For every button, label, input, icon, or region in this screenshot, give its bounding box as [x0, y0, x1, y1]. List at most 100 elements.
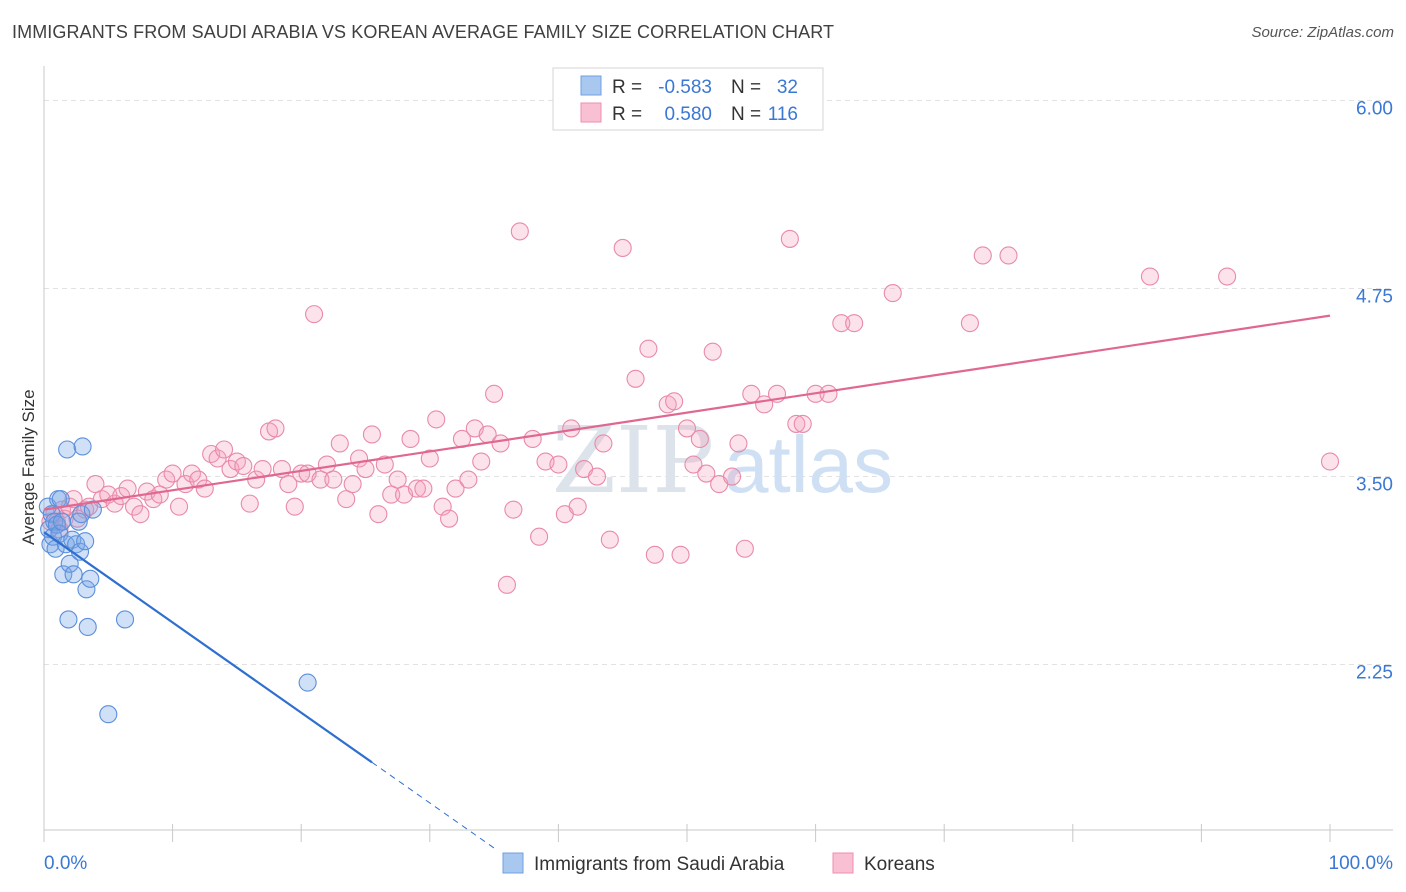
point-koreans: [420, 449, 439, 468]
point-koreans: [1140, 267, 1160, 286]
y-tick-label: 3.50: [1356, 475, 1393, 496]
point-koreans: [690, 429, 709, 449]
point-koreans: [131, 505, 150, 524]
point-koreans: [530, 527, 549, 546]
source-label: Source: ZipAtlas.com: [1251, 24, 1394, 41]
point-koreans: [150, 485, 169, 504]
legend-n-label: N =: [731, 104, 761, 125]
point-saudi: [51, 490, 70, 509]
point-koreans: [407, 479, 426, 498]
point-koreans: [510, 222, 529, 241]
point-koreans: [626, 369, 645, 388]
point-koreans: [343, 475, 362, 494]
legend-n-value: 32: [777, 77, 798, 98]
point-koreans: [703, 342, 722, 361]
point-koreans: [645, 545, 664, 564]
legend-n-label: N =: [731, 77, 761, 98]
point-saudi: [45, 512, 64, 531]
point-koreans: [118, 479, 137, 498]
point-koreans: [440, 509, 459, 528]
point-koreans: [382, 485, 401, 504]
point-koreans: [594, 434, 613, 453]
point-koreans: [497, 575, 517, 594]
point-saudi: [78, 617, 97, 637]
point-saudi: [115, 610, 135, 629]
trend-line-saudi-extension: [371, 761, 495, 849]
legend-r-value: 0.580: [664, 104, 712, 125]
point-koreans: [337, 490, 356, 509]
point-koreans: [362, 425, 381, 444]
point-koreans: [64, 490, 83, 509]
trend-lines: [43, 314, 1331, 849]
point-koreans: [330, 434, 349, 453]
point-saudi: [81, 569, 100, 588]
point-koreans: [169, 497, 189, 516]
legend-swatch-saudi: [502, 852, 524, 874]
point-koreans: [401, 429, 420, 449]
trend-line-koreans: [43, 314, 1331, 511]
y-tick-label: 6.00: [1356, 99, 1393, 120]
point-koreans: [214, 440, 234, 459]
point-koreans: [472, 452, 491, 471]
chart-title: IMMIGRANTS FROM SAUDI ARABIA VS KOREAN A…: [12, 22, 835, 42]
point-koreans: [324, 470, 343, 489]
point-koreans: [1218, 267, 1237, 286]
point-koreans: [285, 497, 304, 516]
point-saudi: [58, 440, 77, 459]
legend-r-value: -0.583: [658, 77, 712, 98]
legend-label-saudi: Immigrants from Saudi Arabia: [534, 854, 785, 875]
data-points: [38, 222, 1340, 724]
point-saudi: [59, 610, 78, 629]
point-koreans: [369, 505, 388, 524]
point-koreans: [375, 455, 394, 474]
point-saudi: [69, 512, 88, 531]
point-saudi: [64, 565, 83, 584]
point-koreans: [388, 470, 407, 489]
point-koreans: [587, 467, 607, 486]
point-koreans: [960, 314, 979, 333]
point-koreans: [266, 419, 285, 438]
point-koreans: [729, 434, 748, 453]
point-koreans: [427, 410, 446, 429]
point-saudi: [72, 505, 91, 524]
point-koreans: [819, 384, 838, 403]
legend-label-koreans: Koreans: [864, 854, 935, 875]
point-saudi: [54, 565, 73, 584]
point-koreans: [317, 455, 336, 474]
point-koreans: [883, 284, 902, 303]
gridlines: [44, 100, 1393, 666]
point-saudi: [83, 500, 102, 519]
point-koreans: [973, 246, 992, 265]
point-koreans: [793, 414, 812, 433]
point-koreans: [639, 339, 658, 358]
point-koreans: [459, 470, 478, 489]
stats-legend: R = -0.583 N = 32 R = 0.580 N = 116: [552, 67, 824, 131]
axes: [43, 66, 1393, 842]
point-koreans: [124, 497, 144, 516]
point-koreans: [240, 494, 259, 513]
point-saudi: [76, 532, 95, 551]
point-saudi: [77, 580, 96, 599]
legend-n-value: 116: [768, 104, 798, 125]
point-saudi: [52, 512, 72, 531]
point-koreans: [787, 414, 806, 433]
point-koreans: [311, 470, 330, 489]
point-koreans: [735, 539, 754, 558]
point-saudi: [298, 673, 317, 692]
point-koreans: [568, 497, 587, 516]
x-tick-label-min: 0.0%: [44, 853, 87, 874]
point-koreans: [305, 305, 324, 324]
watermark: ZIP atlas: [552, 407, 893, 514]
point-koreans: [485, 384, 504, 403]
point-koreans: [86, 475, 105, 494]
point-koreans: [504, 500, 523, 519]
point-koreans: [163, 464, 182, 483]
watermark-atlas: atlas: [724, 420, 893, 509]
point-koreans: [780, 229, 799, 248]
point-koreans: [697, 464, 716, 483]
series-legend: Immigrants from Saudi Arabia Koreans: [502, 852, 935, 875]
point-koreans: [549, 455, 568, 474]
y-tick-label: 2.25: [1356, 663, 1393, 684]
trend-line-saudi: [43, 531, 373, 764]
